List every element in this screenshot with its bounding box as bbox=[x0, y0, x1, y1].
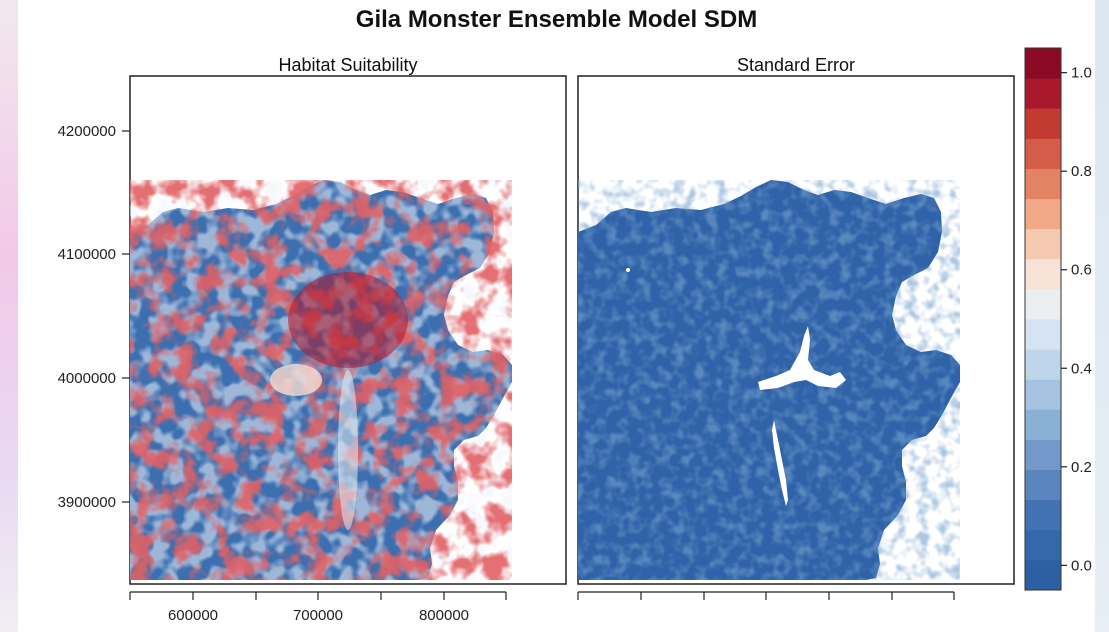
y-tick-label-4000000: 4000000 bbox=[58, 370, 116, 387]
x-tick-label-800000: 800000 bbox=[419, 607, 469, 624]
y-tick-label-3900000: 3900000 bbox=[58, 494, 116, 511]
error-nodata-river bbox=[772, 420, 788, 506]
standard-error-map bbox=[578, 180, 960, 580]
x-axis-error bbox=[577, 591, 955, 600]
error-nodata-lake bbox=[758, 326, 846, 390]
habitat-suitability-title: Habitat Suitability bbox=[278, 55, 417, 75]
figure-panel: Gila Monster Ensemble Model SDM Habitat … bbox=[18, 0, 1095, 632]
x-axis-habitat: 600000 700000 800000 bbox=[129, 591, 507, 624]
habitat-pale-channel bbox=[338, 370, 358, 530]
colorbar-segment bbox=[1025, 108, 1061, 139]
habitat-suitability-map bbox=[130, 180, 512, 580]
colorbar-tick-label: 1.0 bbox=[1071, 65, 1092, 82]
figure-title: Gila Monster Ensemble Model SDM bbox=[355, 6, 758, 33]
colorbar-segment bbox=[1025, 409, 1061, 440]
colorbar-segment bbox=[1025, 559, 1061, 591]
colorbar: 0.0 0.2 0.4 0.6 0.8 1.0 bbox=[1024, 47, 1092, 591]
habitat-pale-area bbox=[270, 364, 322, 396]
colorbar-tick-label: 0.4 bbox=[1071, 360, 1092, 377]
colorbar-segment bbox=[1025, 439, 1061, 471]
y-tick-label-4100000: 4100000 bbox=[58, 246, 116, 263]
colorbar-segment bbox=[1025, 228, 1061, 260]
colorbar-tick-label: 0.0 bbox=[1071, 557, 1092, 574]
colorbar-segment bbox=[1025, 198, 1061, 230]
colorbar-segment bbox=[1025, 469, 1061, 501]
map-figure: Habitat Suitability Standard Error 42000… bbox=[58, 47, 1092, 624]
colorbar-segment bbox=[1025, 288, 1061, 320]
colorbar-frame bbox=[1024, 47, 1062, 591]
colorbar-segment bbox=[1025, 319, 1061, 350]
colorbar-tick-label: 0.2 bbox=[1071, 459, 1092, 476]
colorbar-tick-label: 0.8 bbox=[1071, 163, 1092, 180]
colorbar-segment bbox=[1025, 529, 1061, 561]
x-tick-label-700000: 700000 bbox=[293, 607, 343, 624]
standard-error-title: Standard Error bbox=[737, 55, 855, 75]
colorbar-tick-label: 0.6 bbox=[1071, 262, 1092, 279]
colorbar-segment bbox=[1025, 258, 1061, 290]
colorbar-segment bbox=[1025, 349, 1061, 380]
y-axis: 4200000 4100000 4000000 3900000 bbox=[58, 123, 130, 511]
x-tick-label-600000: 600000 bbox=[168, 607, 218, 624]
colorbar-segment bbox=[1025, 379, 1061, 410]
background-right bbox=[1095, 0, 1109, 632]
habitat-core-cluster bbox=[288, 272, 408, 368]
colorbar-segment bbox=[1025, 168, 1061, 200]
error-nodata-dot bbox=[626, 268, 630, 272]
y-tick-label-4200000: 4200000 bbox=[58, 123, 116, 140]
colorbar-segment bbox=[1025, 499, 1061, 531]
colorbar-segment bbox=[1025, 48, 1061, 79]
colorbar-segment bbox=[1025, 138, 1061, 169]
colorbar-segment bbox=[1025, 78, 1061, 109]
